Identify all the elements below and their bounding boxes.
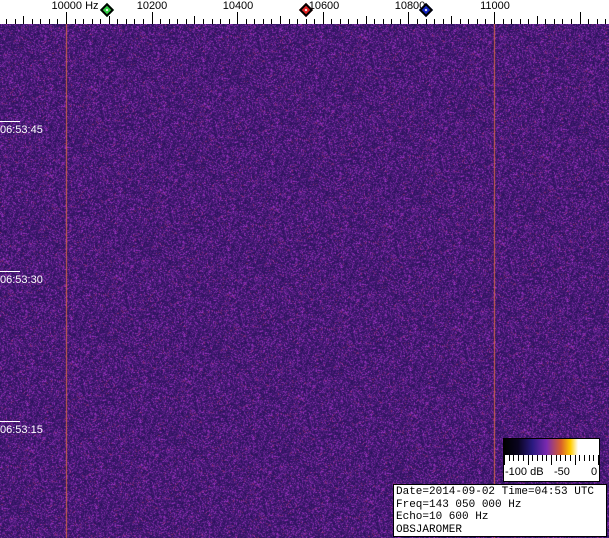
freq-label-10800: 10800 [394,0,426,12]
info-frequency: Freq=143 050 000 Hz [396,498,522,511]
info-box: Date=2014-09-02 Time=04:53 UTC Freq=143 0… [393,484,607,537]
time-label: 06:53:30 [0,271,43,286]
info-observer: OBSJAROMER [396,523,463,536]
time-label: 06:53:45 [0,121,43,136]
colorbar-gradient [504,439,599,455]
time-label: 06:53:15 [0,421,43,436]
colorbar-ticks [504,455,599,465]
info-date-time: Date=2014-09-02 Time=04:53 UTC [396,486,595,498]
colorbar-label-min: -100 dB [505,466,544,478]
freq-label-11000: 11000 [480,0,510,12]
freq-label-10400: 10400 [222,0,254,12]
freq-label-10600: 10600 [308,0,340,12]
ruler-ticks [6,12,606,24]
freq-label-10200: 10200 [136,0,168,12]
colorbar-label-mid: -50 [554,466,570,478]
colorbar-label-max: 0 [591,466,598,478]
info-echo: Echo=10 600 Hz [396,511,489,523]
freq-label-10000: 10000 Hz [51,0,99,12]
colorbar: -100 dB -50 0 [503,438,600,482]
